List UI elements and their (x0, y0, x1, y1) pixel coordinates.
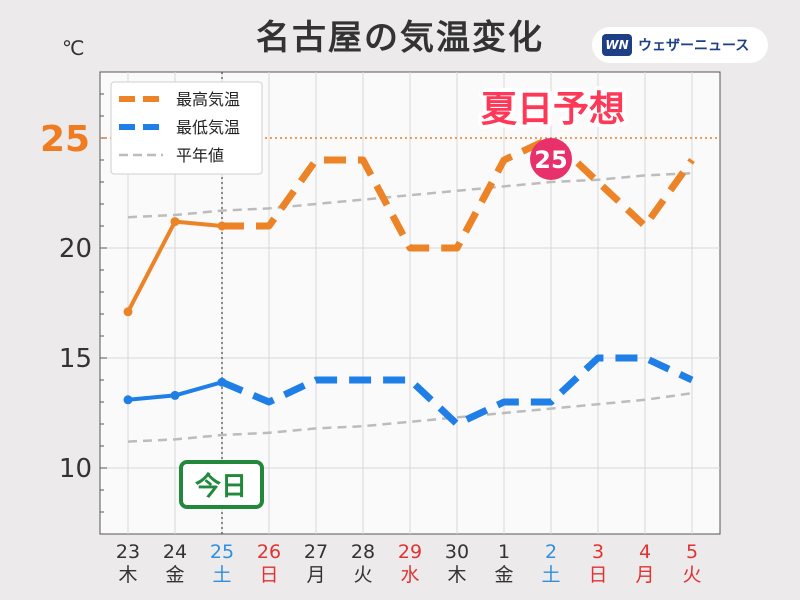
x-tick-weekday: 木 (447, 564, 466, 586)
x-tick-weekday: 土 (212, 564, 231, 586)
x-tick-weekday: 水 (400, 564, 419, 586)
x-tick-day: 3 (592, 541, 604, 563)
today-box (179, 460, 264, 509)
series-dashed-min (220, 354, 694, 428)
y-tick-label: 20 (59, 234, 92, 264)
x-tick-weekday: 月 (635, 564, 654, 586)
x-tick-day: 5 (686, 541, 698, 563)
data-point-min (217, 377, 227, 387)
weathernews-logo-icon: WN (602, 34, 632, 56)
unit-label: ℃ (62, 36, 85, 60)
x-tick-weekday: 日 (588, 564, 607, 586)
x-tick-day: 30 (445, 541, 469, 563)
summer-badge-value: 25 (534, 146, 567, 174)
summer-day-label-outline: 夏日予想 (481, 89, 625, 130)
data-point-max (123, 307, 133, 317)
series-dashed-max (222, 134, 695, 252)
legend-max-label: 最高気温 (176, 90, 240, 109)
x-tick-weekday: 火 (353, 564, 372, 586)
x-tick-weekday: 木 (118, 564, 137, 586)
x-tick-weekday: 金 (494, 564, 513, 586)
y-tick-label: 10 (59, 454, 92, 484)
data-point-max (170, 217, 180, 227)
x-tick-day: 23 (116, 541, 140, 563)
x-tick-day: 26 (257, 541, 281, 563)
x-tick-day: 2 (545, 541, 557, 563)
x-tick-day: 4 (639, 541, 651, 563)
summer-day-label: 夏日予想 (481, 89, 625, 130)
legend-min-label: 最低気温 (176, 118, 240, 137)
brand-badge: WN ウェザーニュース (592, 27, 768, 63)
chart-title: 名古屋の気温変化 (256, 18, 544, 58)
x-tick-day: 24 (163, 541, 187, 563)
legend-normal-label: 平年値 (176, 146, 224, 165)
normal-line-normal_max (127, 171, 693, 219)
x-tick-day: 25 (210, 541, 234, 563)
x-tick-weekday: 金 (165, 564, 184, 586)
x-tick-day: 1 (498, 541, 510, 563)
data-point-min (170, 390, 180, 400)
threshold-label: 25 (40, 119, 90, 160)
legend-box (110, 81, 263, 175)
x-tick-day: 28 (351, 541, 375, 563)
x-tick-weekday: 日 (259, 564, 278, 586)
x-tick-day: 29 (398, 541, 422, 563)
brand-name: ウェザーニュース (638, 38, 750, 54)
today-label: 今日 (195, 471, 247, 502)
x-tick-weekday: 月 (306, 564, 325, 586)
data-point-max (217, 221, 227, 231)
y-tick-label: 15 (59, 344, 92, 374)
x-tick-weekday: 火 (682, 564, 701, 586)
x-tick-day: 27 (304, 541, 328, 563)
x-tick-weekday: 土 (541, 564, 560, 586)
normal-line-normal_min (127, 391, 693, 443)
data-point-min (123, 395, 133, 405)
summer-badge (530, 138, 572, 180)
